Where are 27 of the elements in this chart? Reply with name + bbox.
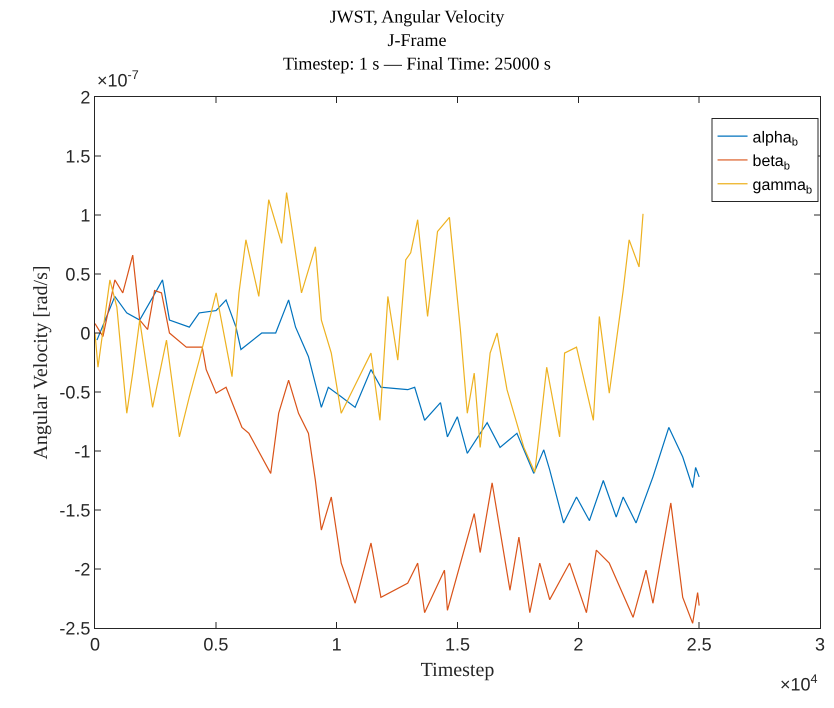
text: ×10$^{-7}$ xyxy=(97,68,139,91)
x-tick-label: 3 xyxy=(814,634,826,655)
legend-label: alpha$_{b}$ xyxy=(752,129,798,149)
y-tick-label: 0.5 xyxy=(65,264,90,284)
y-tick-label: -1 xyxy=(74,441,90,462)
x-tick-label: 2 xyxy=(573,634,584,655)
y-tick-label: 1 xyxy=(80,205,90,226)
y-tick-label: 1.5 xyxy=(65,146,90,166)
x-axis-title: Timestep xyxy=(420,659,494,682)
y-axis-title: Angular Velocity [rad/s] xyxy=(30,265,52,460)
line-series xyxy=(95,254,700,624)
x-tick-label: 1.5 xyxy=(444,634,470,655)
x-tick-label: 2.5 xyxy=(686,634,712,655)
legend-label: beta$_{b}$ xyxy=(752,153,790,173)
chart-title: JWST, Angular Velocity J-Frame Timestep: 1 s — Final Time: 25000 s xyxy=(283,6,551,74)
line-series xyxy=(96,279,700,524)
line-series xyxy=(95,192,644,473)
text: ×10$^{4}$ xyxy=(780,672,818,695)
x-tick-label: 1 xyxy=(332,634,342,655)
y-tick-label: -2 xyxy=(74,559,90,580)
y-tick-label: -2.5 xyxy=(59,618,90,638)
legend-label: gamma$_{b}$ xyxy=(752,176,812,196)
y-tick-label: -0.5 xyxy=(59,382,90,402)
y-tick-label: 0 xyxy=(80,323,90,344)
x-tick-label: 0.5 xyxy=(203,634,228,655)
y-tick-label: 2 xyxy=(80,87,90,108)
y-tick-label: -1.5 xyxy=(59,500,90,520)
